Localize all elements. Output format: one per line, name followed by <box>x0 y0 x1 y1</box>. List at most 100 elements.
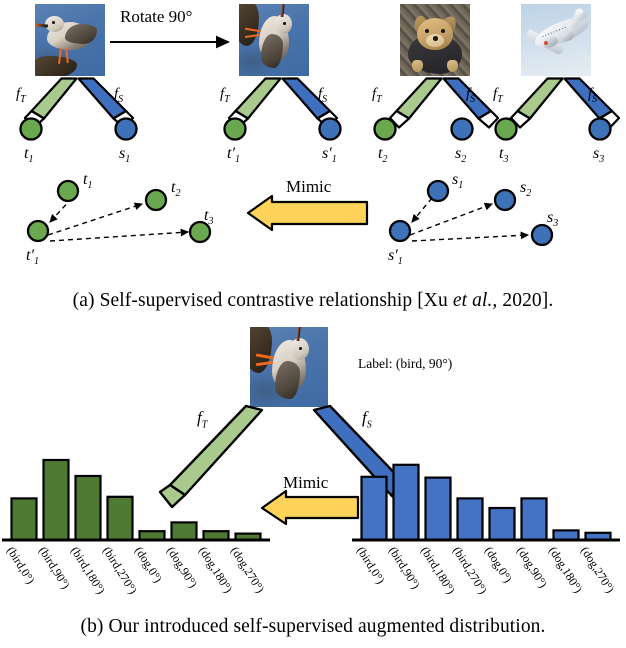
x-tick-label: (bird,0°) <box>354 544 388 587</box>
teacher-fn-label-col2: fT <box>220 87 230 105</box>
caption-a-italic: et al. <box>452 290 493 311</box>
node-sub: 2 <box>526 188 532 200</box>
student-fn-glyph: f <box>466 86 471 102</box>
x-tick-label: (dog,0°) <box>132 544 166 586</box>
node-label-t2: t2 <box>378 146 387 165</box>
student-graph-node-s1-prime <box>388 219 412 243</box>
graph-label-s1-prime: s′1 <box>388 248 403 267</box>
student-graph-node-s1 <box>426 179 450 203</box>
bar <box>138 530 166 542</box>
node-label-t1-prime: t′1 <box>227 146 240 165</box>
caption-panel-a: (a) Self-supervised contrastive relation… <box>0 290 626 312</box>
teacher-fn-sub: T <box>376 94 382 105</box>
node-sub: 3 <box>208 216 214 228</box>
teacher-fn-label-col3: fT <box>372 87 382 105</box>
student-fn-label-col4: fS <box>588 87 597 105</box>
node-label-s1: s1 <box>119 146 130 165</box>
node-label-t3: t3 <box>499 146 508 165</box>
bar <box>520 497 548 542</box>
bar <box>360 475 388 542</box>
graph-label-s3: s3 <box>547 210 558 229</box>
teacher-arrow-col4 <box>509 77 564 129</box>
x-tick-label: (dog,0°) <box>482 544 516 586</box>
node-glyph: s <box>593 145 600 162</box>
node-label-s1-prime: s′1 <box>322 146 337 165</box>
node-sub: 1 <box>397 256 403 268</box>
mimic-label-panel-a: Mimic <box>286 177 332 196</box>
teacher-fn-glyph: f <box>197 408 202 427</box>
node-sub: 1 <box>331 154 337 166</box>
dog-thumbnail <box>400 4 470 76</box>
bar <box>234 532 262 542</box>
teacher-fn-glyph: f <box>220 86 225 102</box>
bar <box>488 506 516 542</box>
student-fn-sub: S <box>322 94 328 105</box>
student-fn-sub: S <box>470 94 476 105</box>
node-glyph: s <box>547 209 554 226</box>
teacher-node-t1 <box>19 117 43 141</box>
teacher-graph-node-t1 <box>56 179 80 203</box>
graph-label-s1: s1 <box>452 172 463 191</box>
bird-original-thumbnail <box>35 4 105 76</box>
bar <box>74 474 102 542</box>
student-fn-sub: S <box>118 94 124 105</box>
student-fn-glyph: f <box>588 86 593 102</box>
node-glyph: s′ <box>388 247 398 264</box>
teacher-fn-glyph: f <box>16 86 21 102</box>
bar <box>10 497 38 542</box>
mimic-label-panel-b: Mimic <box>283 473 329 492</box>
bar <box>424 476 452 542</box>
teacher-bar-chart <box>2 458 270 542</box>
node-sub: 2 <box>175 188 181 200</box>
student-fn-label-panel-b: fS <box>362 409 372 430</box>
node-label-s2: s2 <box>455 146 466 165</box>
teacher-fn-sub: T <box>20 94 26 105</box>
node-sub: 1 <box>87 180 93 192</box>
node-label-s3: s3 <box>593 146 604 165</box>
node-sub: 2 <box>382 154 388 166</box>
bar <box>456 497 484 542</box>
node-glyph: t <box>378 145 383 162</box>
teacher-fn-sub: T <box>497 94 503 105</box>
student-fn-sub: S <box>366 419 372 431</box>
node-glyph: s′ <box>322 145 332 162</box>
node-sub: 3 <box>599 154 605 166</box>
student-fn-glyph: f <box>114 86 119 102</box>
mimic-arrow-panel-a <box>246 194 369 232</box>
student-fn-glyph: f <box>318 86 323 102</box>
teacher-fn-sub: T <box>201 419 208 431</box>
node-sub: 1 <box>33 256 39 268</box>
bar <box>106 495 134 542</box>
node-glyph: t <box>204 207 209 224</box>
teacher-node-t3 <box>494 117 518 141</box>
teacher-graph-node-t2 <box>144 188 168 212</box>
teacher-arrow-panel-b <box>158 404 264 509</box>
node-glyph: t <box>83 171 88 188</box>
teacher-fn-glyph: f <box>493 86 498 102</box>
x-tick-label: (bird,0°) <box>4 544 38 587</box>
image-label-panel-b: Label: (bird, 90°) <box>358 356 453 371</box>
node-sub: 1 <box>125 154 131 166</box>
bird-rotated-thumbnail <box>239 4 309 76</box>
caption-panel-b: (b) Our introduced self-supervised augme… <box>80 616 546 637</box>
bar <box>392 463 420 542</box>
node-sub: 3 <box>553 218 559 230</box>
caption-a-pre: (a) Self-supervised contrastive relation… <box>72 290 453 311</box>
node-sub: 2 <box>461 154 467 166</box>
student-arrow-col2 <box>281 77 339 129</box>
teacher-fn-sub: T <box>224 94 230 105</box>
student-node-s1 <box>114 117 138 141</box>
teacher-fn-label-col4: fT <box>493 87 503 105</box>
student-node-s1-prime <box>318 117 342 141</box>
bird-rotated-thumbnail-panel-b <box>250 327 328 407</box>
node-label-t1: t1 <box>24 146 33 165</box>
graph-label-t1-prime: t′1 <box>26 248 39 267</box>
teacher-node-t1-prime <box>223 117 247 141</box>
graph-label-t1: t1 <box>83 172 92 191</box>
mimic-arrow-panel-b <box>260 489 360 526</box>
bar <box>552 529 580 542</box>
node-sub: 3 <box>503 154 509 166</box>
node-sub: 1 <box>458 180 464 192</box>
